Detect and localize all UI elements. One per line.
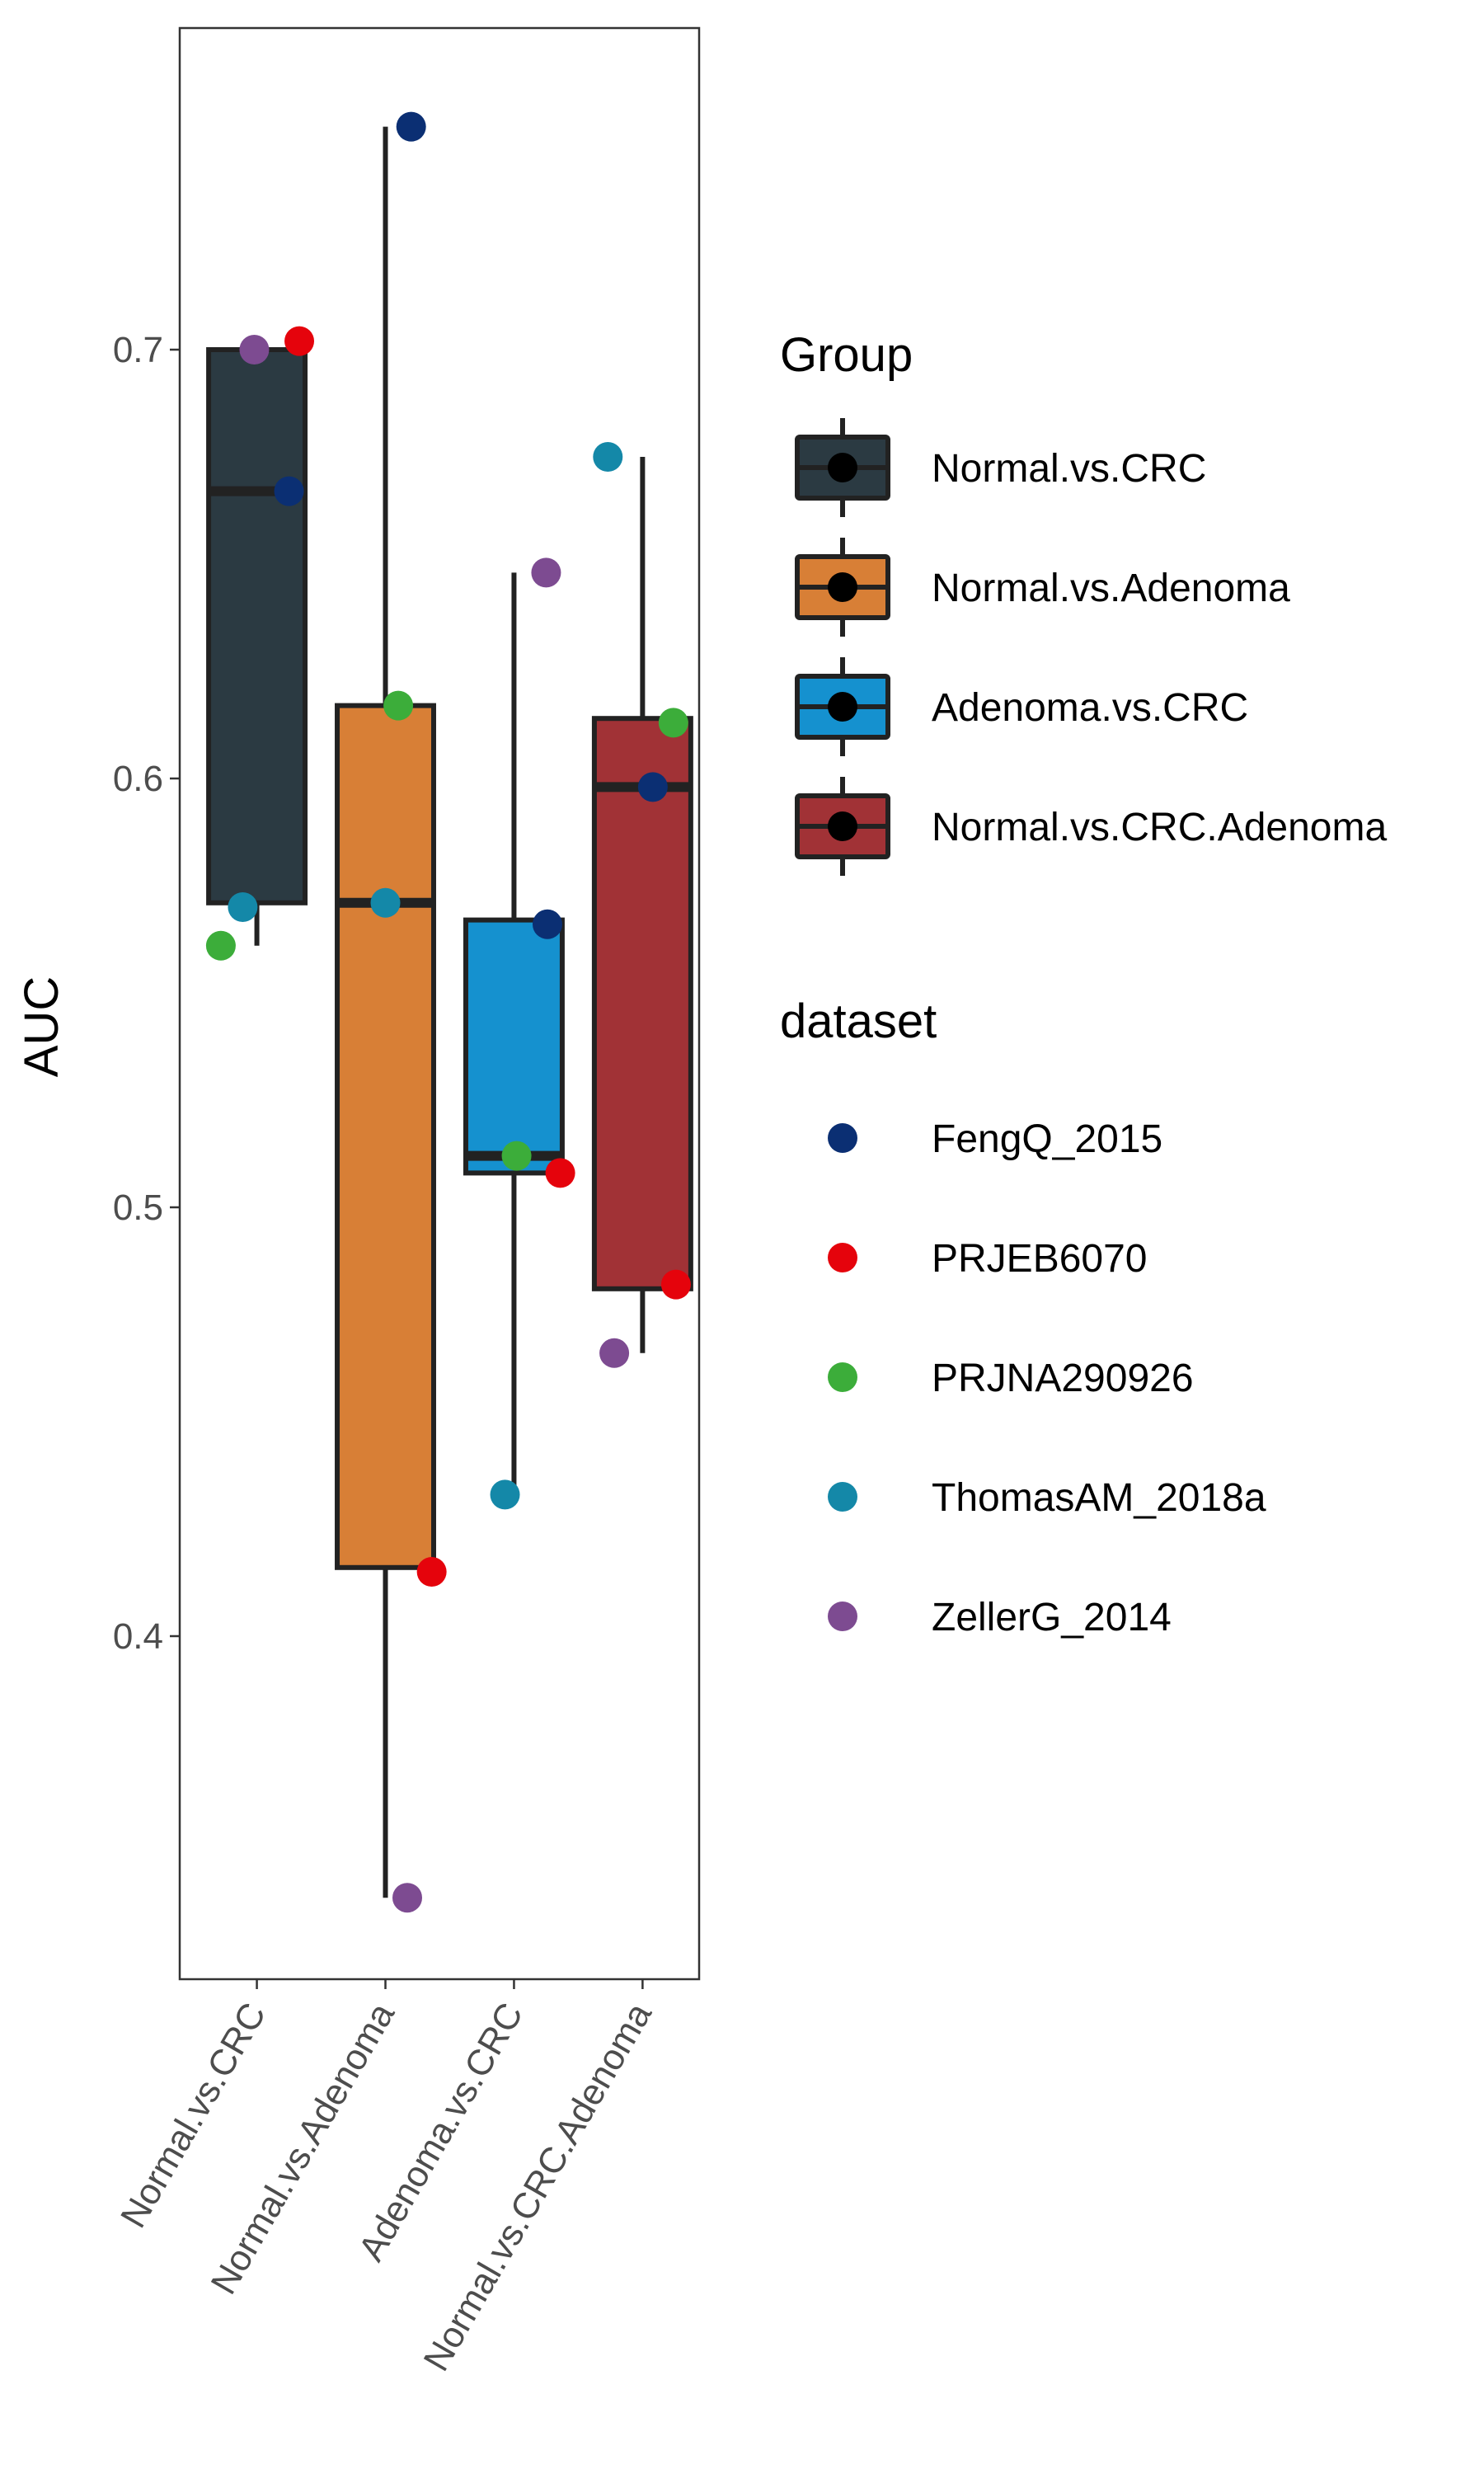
y-tick-label: 0.4 xyxy=(113,1616,163,1657)
point-normal-vs-crc-adenoma-thomasam-2018a xyxy=(593,442,623,472)
legend-key-point xyxy=(828,811,857,841)
legend-key-point xyxy=(828,1123,857,1153)
point-adenoma-vs-crc-thomasam-2018a xyxy=(490,1479,520,1510)
legend-dataset-entry-fengq-2015: FengQ_2015 xyxy=(828,1117,1162,1161)
point-normal-vs-crc-prjeb6070 xyxy=(284,326,315,356)
point-normal-vs-crc-zellerg-2014 xyxy=(239,335,270,365)
box-body xyxy=(206,347,308,905)
point-normal-vs-crc-adenoma-zellerg-2014 xyxy=(599,1338,630,1368)
legend-group-label: Normal.vs.CRC xyxy=(932,447,1206,491)
legend-group-entry-adenoma-vs-crc: Adenoma.vs.CRC xyxy=(795,657,1248,756)
box-body xyxy=(463,917,565,1176)
point-normal-vs-adenoma-prjeb6070 xyxy=(416,1557,447,1587)
point-normal-vs-crc-fengq-2015 xyxy=(274,476,304,506)
legend-dataset-label: FengQ_2015 xyxy=(932,1117,1162,1161)
legend-key-point xyxy=(828,453,857,482)
box-normal-vs-adenoma xyxy=(335,126,436,1898)
x-axis: Normal.vs.CRCNormal.vs.AdenomaAdenoma.vs… xyxy=(113,1979,660,2378)
legend-dataset-label: ZellerG_2014 xyxy=(932,1596,1172,1639)
point-normal-vs-adenoma-thomasam-2018a xyxy=(370,887,401,918)
legend-dataset-entry-prjna290926: PRJNA290926 xyxy=(828,1357,1194,1400)
legend-key-point xyxy=(828,572,857,602)
legend-group-label: Normal.vs.Adenoma xyxy=(932,567,1290,610)
point-normal-vs-crc-adenoma-prjna290926 xyxy=(658,708,688,738)
legend-dataset-entry-prjeb6070: PRJEB6070 xyxy=(828,1237,1148,1281)
point-normal-vs-crc-adenoma-prjeb6070 xyxy=(660,1269,691,1300)
point-normal-vs-crc-adenoma-fengq-2015 xyxy=(637,772,668,802)
legend-dataset-label: ThomasAM_2018a xyxy=(932,1476,1266,1520)
legend-key-point xyxy=(828,1482,857,1512)
legend-group-entry-normal-vs-crc: Normal.vs.CRC xyxy=(795,418,1206,517)
legend-key-point xyxy=(828,1362,857,1392)
legend-dataset-entry-zellerg-2014: ZellerG_2014 xyxy=(828,1596,1172,1639)
point-normal-vs-adenoma-prjna290926 xyxy=(383,690,414,721)
point-normal-vs-adenoma-zellerg-2014 xyxy=(392,1883,423,1913)
box-body xyxy=(591,716,693,1291)
point-adenoma-vs-crc-prjeb6070 xyxy=(545,1158,575,1188)
box-normal-vs-crc xyxy=(206,347,308,946)
box-normal-vs-crc-adenoma xyxy=(591,457,693,1353)
legend-dataset-entry-thomasam-2018a: ThomasAM_2018a xyxy=(828,1476,1266,1520)
legend-group-title: Group xyxy=(780,328,913,382)
legend-group-label: Normal.vs.CRC.Adenoma xyxy=(932,806,1387,849)
point-adenoma-vs-crc-zellerg-2014 xyxy=(531,557,561,588)
y-tick-label: 0.7 xyxy=(113,330,163,370)
point-normal-vs-crc-thomasam-2018a xyxy=(228,892,258,922)
legend-dataset-title: dataset xyxy=(780,995,937,1048)
legend-group: Group Normal.vs.CRC Normal.vs.Adenoma Aden… xyxy=(780,328,1387,876)
x-tick-label: Normal.vs.CRC.Adenoma xyxy=(416,1996,660,2378)
point-adenoma-vs-crc-fengq-2015 xyxy=(532,909,562,939)
box-body xyxy=(335,703,436,1570)
data-points xyxy=(205,111,691,1913)
legend-group-entry-normal-vs-adenoma: Normal.vs.Adenoma xyxy=(795,538,1290,637)
legend-key-point xyxy=(828,1602,857,1631)
legend-group-label: Adenoma.vs.CRC xyxy=(932,686,1248,730)
legend-dataset-label: PRJEB6070 xyxy=(932,1237,1148,1281)
y-tick-label: 0.6 xyxy=(113,759,163,799)
legend-key-point xyxy=(828,1243,857,1272)
point-normal-vs-crc-prjna290926 xyxy=(205,930,236,961)
legend-group-entry-normal-vs-crc-adenoma: Normal.vs.CRC.Adenoma xyxy=(795,777,1387,876)
y-axis: 0.4 0.5 0.6 0.7 xyxy=(113,330,180,1657)
y-axis-title: AUC xyxy=(15,976,68,1077)
point-normal-vs-adenoma-fengq-2015 xyxy=(396,111,426,142)
legend-key-point xyxy=(828,692,857,722)
point-adenoma-vs-crc-prjna290926 xyxy=(501,1141,532,1171)
legend-dataset: dataset FengQ_2015 PRJEB6070 PRJNA290926 Th… xyxy=(780,995,1266,1639)
y-tick-label: 0.5 xyxy=(113,1188,163,1228)
legend-dataset-label: PRJNA290926 xyxy=(932,1357,1194,1400)
